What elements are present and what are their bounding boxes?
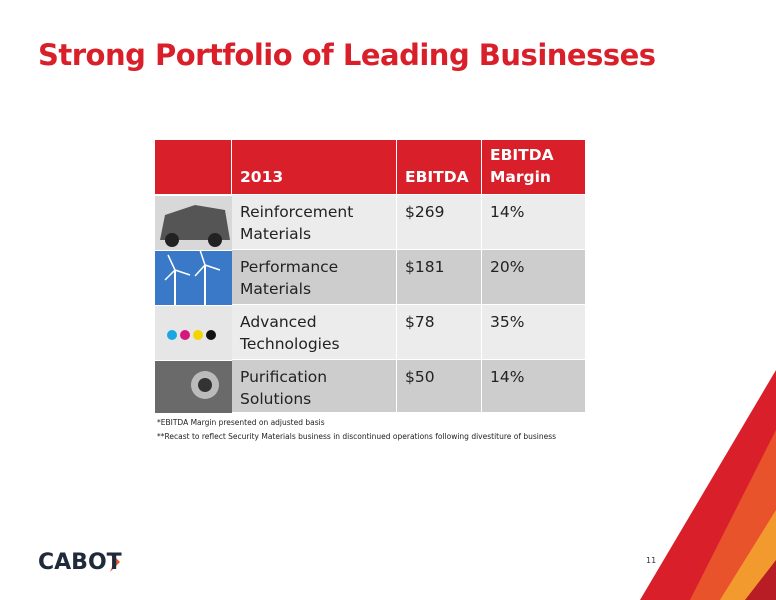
- cell-text: Performance Materials: [240, 258, 339, 298]
- table-cell: Performance Materials: [232, 250, 397, 305]
- logo: CABOT: [38, 550, 122, 575]
- image-inks: [155, 306, 232, 360]
- cell-text: $78: [405, 313, 435, 331]
- table-cell: Reinforcement Materials: [232, 195, 397, 250]
- table-cell: 14%: [482, 360, 586, 413]
- cell-text: Advanced Technologies: [240, 313, 340, 353]
- table-cell: $78: [397, 305, 482, 360]
- table-cell: 35%: [482, 305, 586, 360]
- table-cell: $269: [397, 195, 482, 250]
- header-cell: EBITDA: [397, 140, 482, 195]
- footnote: **Recast to reflect Security Materials b…: [157, 432, 557, 441]
- header-cell: 2013: [232, 140, 397, 195]
- table-cell: 14%: [482, 195, 586, 250]
- cell-text: $50: [405, 368, 435, 386]
- corner-shape: [745, 560, 776, 600]
- image-turbines: [155, 249, 232, 305]
- image-carbon: [155, 361, 232, 413]
- cell-text: $181: [405, 258, 445, 276]
- table-cell: 20%: [482, 250, 586, 305]
- image-car: [155, 196, 232, 250]
- cell-text: EBITDA: [405, 168, 469, 186]
- header-cell: EBITDA Margin: [482, 140, 586, 195]
- table-cell: $50: [397, 360, 482, 413]
- table-cell: Purification Solutions: [232, 360, 397, 413]
- cell-text: 20%: [490, 258, 525, 276]
- header-cell: [155, 140, 232, 195]
- cell-text: Purification Solutions: [240, 368, 328, 408]
- footnote: *EBITDA Margin presented on adjusted bas…: [157, 418, 325, 427]
- cell-text: 14%: [490, 203, 525, 221]
- slide-title: Strong Portfolio of Leading Businesses: [38, 38, 656, 72]
- cell-text: $269: [405, 203, 445, 221]
- corner-shape: [720, 510, 776, 600]
- table-cell: $181: [397, 250, 482, 305]
- corner-shape: [690, 430, 776, 600]
- page-number: 11: [646, 556, 657, 565]
- cell-text: 35%: [490, 313, 525, 331]
- cell-text: EBITDA Margin: [490, 146, 554, 186]
- cell-text: 2013: [240, 168, 284, 186]
- cell-text: Reinforcement Materials: [240, 203, 354, 243]
- table-cell: Advanced Technologies: [232, 305, 397, 360]
- cell-text: 14%: [490, 368, 525, 386]
- corner-shape: [640, 370, 776, 600]
